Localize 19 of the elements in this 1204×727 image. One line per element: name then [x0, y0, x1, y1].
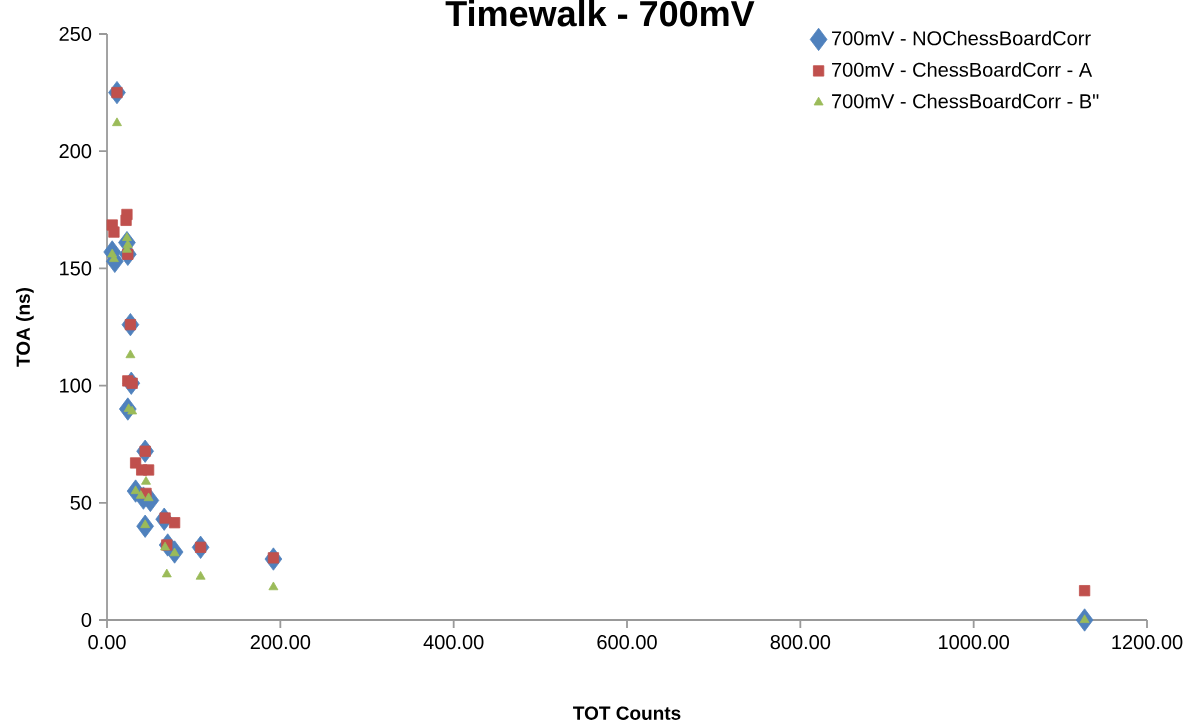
legend-label: 700mV - ChessBoardCorr - A — [832, 62, 1093, 77]
legend-label: 700mV - ChessBoardCorr - B" — [832, 93, 1099, 109]
x-axis-title: TOT Counts — [573, 706, 681, 720]
chart-title: Timewalk - 700mV — [445, 0, 755, 27]
x-tick-label: 400.00 — [423, 635, 484, 650]
x-tick-label: 0.00 — [88, 635, 126, 650]
x-tick-label: 1000.00 — [939, 635, 1010, 650]
legend-label: 700mV - NOChessBoardCorr — [832, 30, 1091, 46]
y-tick-label: 150 — [60, 261, 92, 276]
y-tick-label: 250 — [59, 26, 92, 42]
y-tick-label: 50 — [70, 495, 92, 510]
y-tick-label: 200 — [59, 144, 92, 159]
y-axis-title: TOA (ns) — [16, 288, 34, 367]
y-tick-label: 0 — [81, 612, 92, 628]
x-tick-label: 800.00 — [770, 635, 831, 650]
x-tick-label: 600.00 — [597, 635, 657, 650]
x-tick-label: 1200.00 — [1112, 635, 1183, 650]
x-tick-label: 200.00 — [250, 635, 311, 650]
y-tick-label: 100 — [60, 378, 92, 393]
